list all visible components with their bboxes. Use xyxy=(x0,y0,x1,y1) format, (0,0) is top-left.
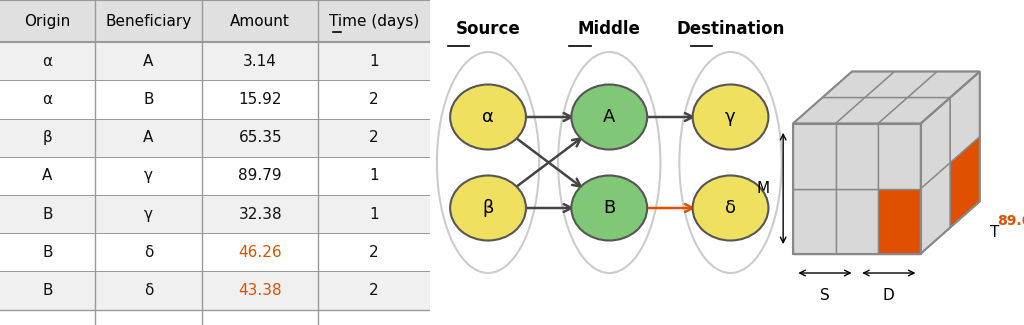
Text: γ: γ xyxy=(725,108,736,126)
Polygon shape xyxy=(950,136,980,228)
Text: D: D xyxy=(883,288,895,303)
Text: S: S xyxy=(820,288,829,303)
Circle shape xyxy=(692,176,768,240)
Bar xyxy=(793,124,921,254)
Bar xyxy=(0,80,430,119)
Text: A: A xyxy=(143,130,154,145)
Bar xyxy=(836,188,879,254)
Text: 43.38: 43.38 xyxy=(239,283,282,298)
Text: B: B xyxy=(603,199,615,217)
Bar xyxy=(836,124,879,188)
Bar xyxy=(793,188,836,254)
Bar xyxy=(0,0,430,42)
Text: B: B xyxy=(143,92,154,107)
Bar xyxy=(879,188,921,254)
Text: M: M xyxy=(757,181,770,196)
Text: 2: 2 xyxy=(370,283,379,298)
Bar xyxy=(0,119,430,157)
Text: 15.92: 15.92 xyxy=(239,92,282,107)
Polygon shape xyxy=(865,72,937,98)
Text: A: A xyxy=(143,54,154,69)
Text: Destination: Destination xyxy=(676,20,784,38)
Bar xyxy=(0,233,430,271)
Text: 89.79: 89.79 xyxy=(239,168,282,183)
Text: Amount: Amount xyxy=(230,14,290,29)
Text: 65.35: 65.35 xyxy=(239,130,282,145)
Text: 46.26: 46.26 xyxy=(239,245,282,260)
Circle shape xyxy=(571,84,647,150)
Text: 89.64: 89.64 xyxy=(997,214,1024,228)
Polygon shape xyxy=(793,98,865,124)
Polygon shape xyxy=(822,72,895,98)
Text: B: B xyxy=(42,245,52,260)
Text: Beneficiary: Beneficiary xyxy=(105,14,191,29)
Polygon shape xyxy=(921,162,950,254)
Circle shape xyxy=(451,84,526,150)
Polygon shape xyxy=(921,98,950,188)
Text: 2: 2 xyxy=(370,245,379,260)
Polygon shape xyxy=(950,72,980,162)
Bar xyxy=(879,124,921,188)
Polygon shape xyxy=(907,72,980,98)
Text: T: T xyxy=(990,225,999,240)
Text: α: α xyxy=(482,108,494,126)
Bar xyxy=(0,271,430,310)
Text: 2: 2 xyxy=(370,92,379,107)
Text: Origin: Origin xyxy=(25,14,71,29)
Text: α: α xyxy=(42,92,52,107)
Polygon shape xyxy=(836,98,907,124)
Circle shape xyxy=(451,176,526,240)
Text: Middle: Middle xyxy=(578,20,641,38)
Circle shape xyxy=(692,84,768,150)
Bar xyxy=(0,42,430,80)
Text: 1: 1 xyxy=(370,54,379,69)
Text: A: A xyxy=(603,108,615,126)
Text: δ: δ xyxy=(143,283,153,298)
Text: β: β xyxy=(42,130,52,145)
Polygon shape xyxy=(879,98,950,124)
Text: δ: δ xyxy=(725,199,736,217)
Text: β: β xyxy=(482,199,494,217)
Text: 1: 1 xyxy=(370,168,379,183)
Bar xyxy=(0,157,430,195)
Text: B: B xyxy=(42,283,52,298)
Text: A: A xyxy=(42,168,52,183)
Text: B: B xyxy=(42,207,52,222)
Text: δ: δ xyxy=(143,245,153,260)
Text: Time (days): Time (days) xyxy=(329,14,419,29)
Text: α: α xyxy=(42,54,52,69)
Bar xyxy=(793,124,836,188)
Text: 32.38: 32.38 xyxy=(239,207,282,222)
Bar xyxy=(0,195,430,233)
Text: 3.14: 3.14 xyxy=(244,54,278,69)
Text: 2: 2 xyxy=(370,130,379,145)
Text: γ: γ xyxy=(144,168,153,183)
Circle shape xyxy=(571,176,647,240)
Text: Source: Source xyxy=(456,20,520,38)
Text: γ: γ xyxy=(144,207,153,222)
Text: 1: 1 xyxy=(370,207,379,222)
